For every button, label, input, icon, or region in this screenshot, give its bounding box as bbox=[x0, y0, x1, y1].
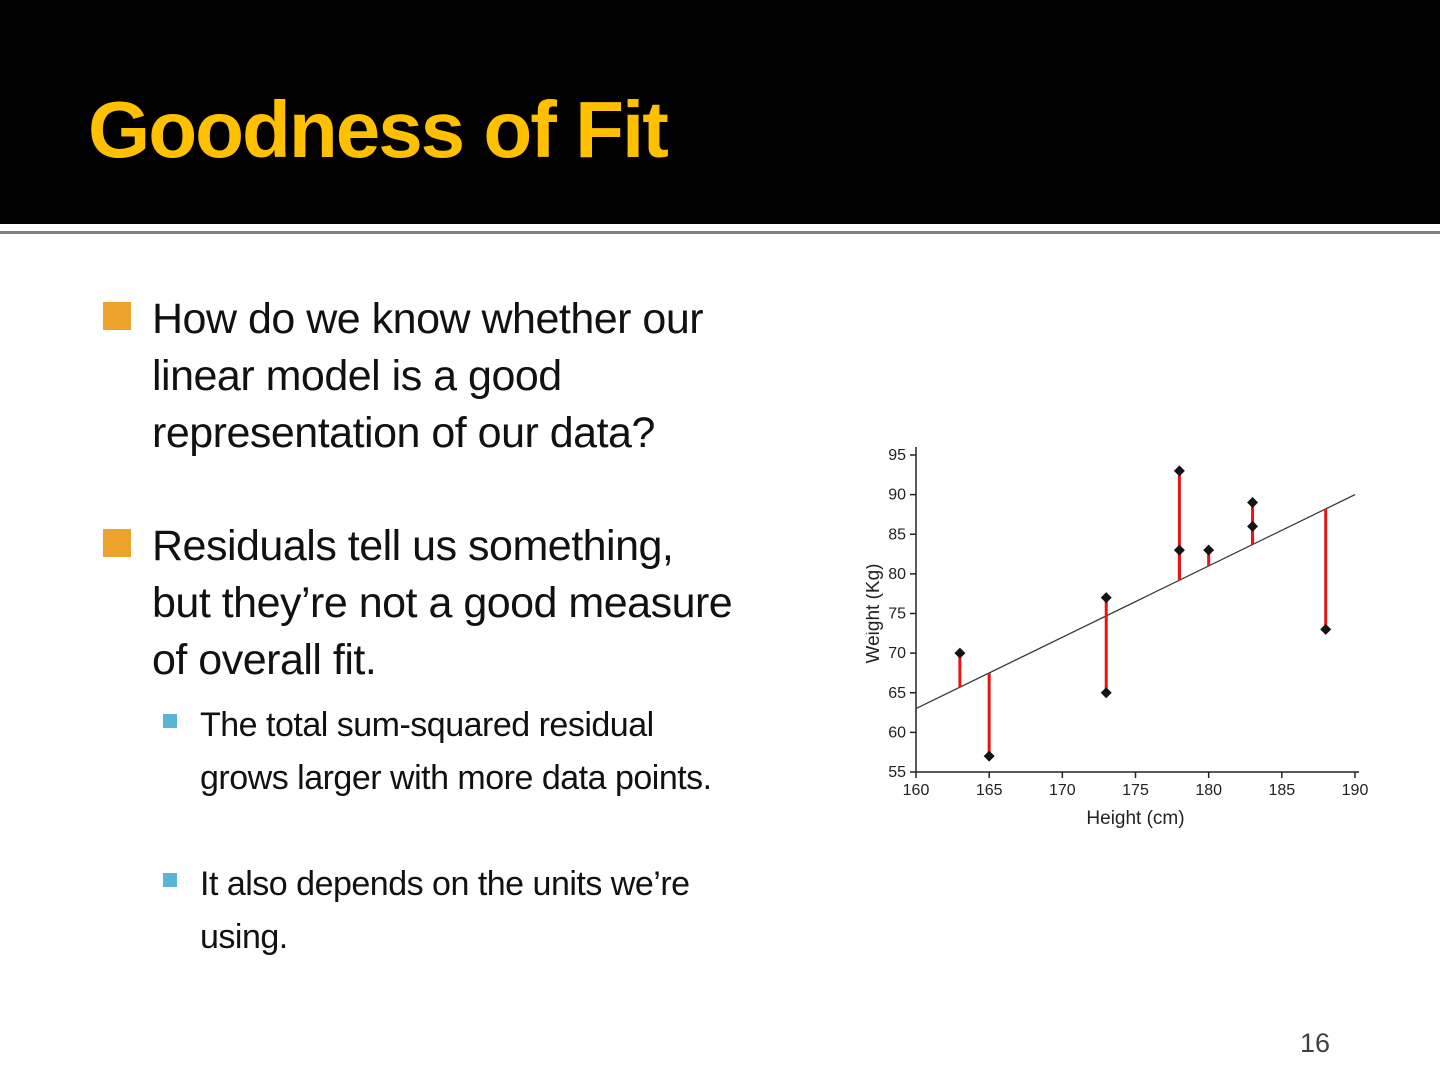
sub-bullet-square-icon bbox=[163, 714, 177, 728]
bullet-square-icon bbox=[103, 302, 131, 330]
y-axis-title: Weight (Kg) bbox=[866, 564, 884, 664]
y-tick-label: 95 bbox=[888, 447, 906, 464]
y-tick-label: 65 bbox=[888, 685, 906, 702]
data-point bbox=[1173, 544, 1185, 556]
y-tick-label: 80 bbox=[888, 566, 906, 583]
bullet-item: Residuals tell us something, but they’re… bbox=[103, 518, 852, 689]
sub-bullet-item: The total sum-squared residual grows lar… bbox=[163, 699, 880, 805]
data-point bbox=[1320, 623, 1332, 635]
data-point bbox=[1173, 465, 1185, 477]
y-tick-label: 70 bbox=[888, 645, 906, 662]
bullet-item: How do we know whether our linear model … bbox=[103, 291, 852, 462]
y-tick-label: 90 bbox=[888, 487, 906, 504]
x-tick-label: 170 bbox=[1049, 782, 1076, 799]
x-tick-label: 180 bbox=[1195, 782, 1222, 799]
sub-bullet-square-icon bbox=[163, 873, 177, 887]
bullet-square-icon bbox=[103, 529, 131, 557]
x-tick-label: 175 bbox=[1122, 782, 1149, 799]
slide-title: Goodness of Fit bbox=[88, 85, 669, 174]
data-point bbox=[1100, 592, 1112, 604]
y-tick-label: 55 bbox=[888, 764, 906, 781]
x-tick-label: 165 bbox=[976, 782, 1003, 799]
x-tick-label: 160 bbox=[903, 782, 930, 799]
slide-header: Goodness of Fit bbox=[0, 0, 1440, 224]
data-point bbox=[1247, 497, 1259, 509]
sub-bullet-text: It also depends on the units we’re using… bbox=[200, 865, 690, 956]
fit-line bbox=[915, 494, 1356, 710]
y-tick-label: 75 bbox=[888, 606, 906, 623]
y-tick-label: 60 bbox=[888, 724, 906, 741]
data-point bbox=[1100, 687, 1112, 699]
data-point bbox=[1203, 544, 1215, 556]
bullet-text: Residuals tell us something, but they’re… bbox=[152, 522, 733, 684]
x-axis-title: Height (cm) bbox=[1086, 808, 1184, 829]
data-point bbox=[983, 750, 995, 762]
x-tick-label: 190 bbox=[1342, 782, 1369, 799]
x-tick-label: 185 bbox=[1268, 782, 1295, 799]
sub-bullet-item: It also depends on the units we’re using… bbox=[163, 858, 880, 964]
sub-bullet-text: The total sum-squared residual grows lar… bbox=[200, 706, 712, 797]
header-divider-rule bbox=[0, 231, 1440, 234]
bullet-text: How do we know whether our linear model … bbox=[152, 295, 704, 457]
residuals-scatter-chart: 55 60 65 70 75 80 85 90 95 160 165 170 175 180 185 190 H… bbox=[866, 447, 1369, 829]
page-number: 16 bbox=[1300, 1028, 1331, 1058]
y-tick-label: 85 bbox=[888, 526, 906, 543]
data-point bbox=[1247, 520, 1259, 532]
data-point bbox=[954, 647, 966, 659]
